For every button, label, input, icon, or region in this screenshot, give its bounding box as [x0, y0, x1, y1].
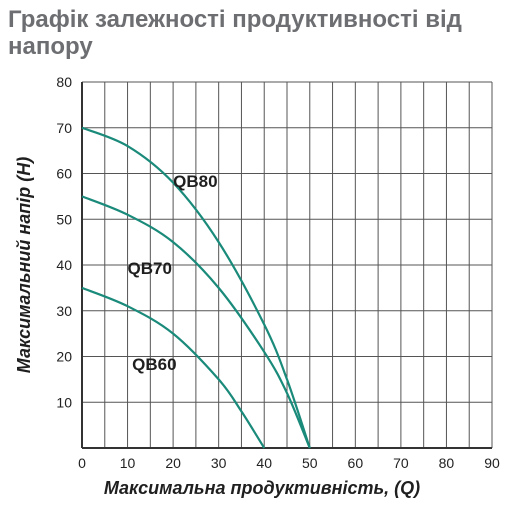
tick-labels: 0 10 20 30 40 50 60 70 80 90 10 20 30 40 50 60 70 80: [56, 74, 500, 471]
y-tick-label: 60: [56, 166, 72, 182]
x-tick-label: 20: [165, 455, 181, 471]
y-tick-label: 20: [56, 349, 72, 365]
x-tick-label: 10: [120, 455, 136, 471]
y-tick-label: 40: [56, 257, 72, 273]
series-label-qb80: QB80: [173, 172, 217, 191]
series-labels: QB80 QB70 QB60: [128, 172, 218, 374]
y-axis-title: Максимальний напір (H): [14, 157, 34, 374]
x-tick-label: 90: [484, 455, 500, 471]
x-tick-label: 40: [256, 455, 272, 471]
series-lines: [81, 126, 311, 449]
x-tick-label: 0: [78, 455, 86, 471]
x-tick-label: 80: [439, 455, 455, 471]
x-tick-label: 70: [393, 455, 409, 471]
series-label-qb70: QB70: [128, 259, 172, 278]
series-line-qb60: [81, 286, 266, 449]
x-tick-label: 60: [348, 455, 364, 471]
axes: [81, 82, 492, 449]
y-tick-label: 80: [56, 74, 72, 90]
y-tick-label: 10: [56, 394, 72, 410]
series-label-qb60: QB60: [132, 355, 176, 374]
x-axis-title: Максимальна продуктивність, (Q): [104, 478, 420, 498]
x-tick-label: 30: [211, 455, 227, 471]
grid: [81, 81, 493, 449]
series-line-qb80: [81, 126, 311, 449]
chart-title: Графік залежності продуктивності від нап…: [8, 6, 462, 60]
y-tick-label: 50: [56, 211, 72, 227]
series-line-qb70: [81, 195, 311, 449]
y-tick-label: 30: [56, 303, 72, 319]
x-tick-label: 50: [302, 455, 318, 471]
y-tick-label: 70: [56, 120, 72, 136]
